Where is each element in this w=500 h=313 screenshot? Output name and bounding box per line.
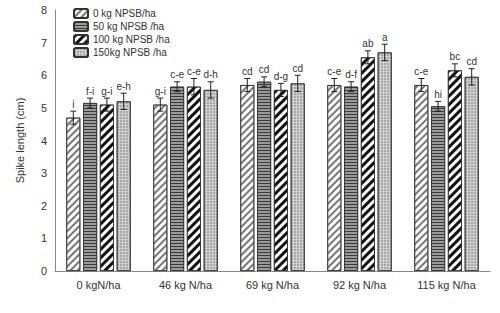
svg-text:69 kg N/ha: 69 kg N/ha: [246, 279, 300, 291]
svg-text:d-f: d-f: [345, 69, 357, 80]
svg-text:bc: bc: [450, 51, 461, 62]
svg-text:6: 6: [41, 69, 47, 81]
svg-text:e-h: e-h: [116, 81, 130, 92]
svg-text:4: 4: [41, 135, 47, 147]
svg-text:0 kg NPSB/ha: 0 kg NPSB/ha: [93, 8, 156, 19]
svg-text:c-e: c-e: [170, 69, 184, 80]
svg-text:g-i: g-i: [101, 86, 112, 97]
svg-text:115 kg N/ha: 115 kg N/ha: [417, 279, 476, 291]
svg-text:cd: cd: [242, 66, 253, 77]
svg-text:150kg NPSB /ha: 150kg NPSB /ha: [93, 47, 167, 58]
svg-text:92 kg N/ha: 92 kg N/ha: [333, 279, 387, 291]
svg-text:0: 0: [41, 265, 47, 277]
svg-text:a: a: [382, 32, 388, 43]
svg-text:cd: cd: [466, 56, 477, 67]
svg-text:f-i: f-i: [86, 86, 94, 97]
svg-text:3: 3: [41, 167, 47, 179]
svg-text:hi: hi: [434, 89, 442, 100]
svg-text:1: 1: [41, 232, 47, 244]
svg-text:d-h: d-h: [203, 69, 217, 80]
svg-text:g-i: g-i: [155, 86, 166, 97]
svg-text:i: i: [72, 99, 74, 110]
svg-text:7: 7: [41, 37, 47, 49]
svg-text:c-e: c-e: [414, 66, 428, 77]
svg-text:Spike length (cm): Spike length (cm): [14, 98, 26, 184]
svg-text:d-g: d-g: [274, 71, 288, 82]
svg-text:8: 8: [41, 4, 47, 16]
svg-text:cd: cd: [259, 64, 270, 75]
svg-text:100 kg NPSB /ha: 100 kg NPSB /ha: [93, 34, 170, 45]
svg-text:c-e: c-e: [187, 66, 201, 77]
svg-text:cd: cd: [292, 63, 303, 74]
svg-text:c-e: c-e: [327, 66, 341, 77]
svg-text:50 kg NPSB /ha: 50 kg NPSB /ha: [93, 21, 165, 32]
svg-text:46 kg N/ha: 46 kg N/ha: [159, 279, 213, 291]
svg-text:5: 5: [41, 102, 47, 114]
svg-text:2: 2: [41, 200, 47, 212]
svg-text:0 kgN/ha: 0 kgN/ha: [76, 279, 121, 291]
svg-text:ab: ab: [362, 38, 374, 49]
